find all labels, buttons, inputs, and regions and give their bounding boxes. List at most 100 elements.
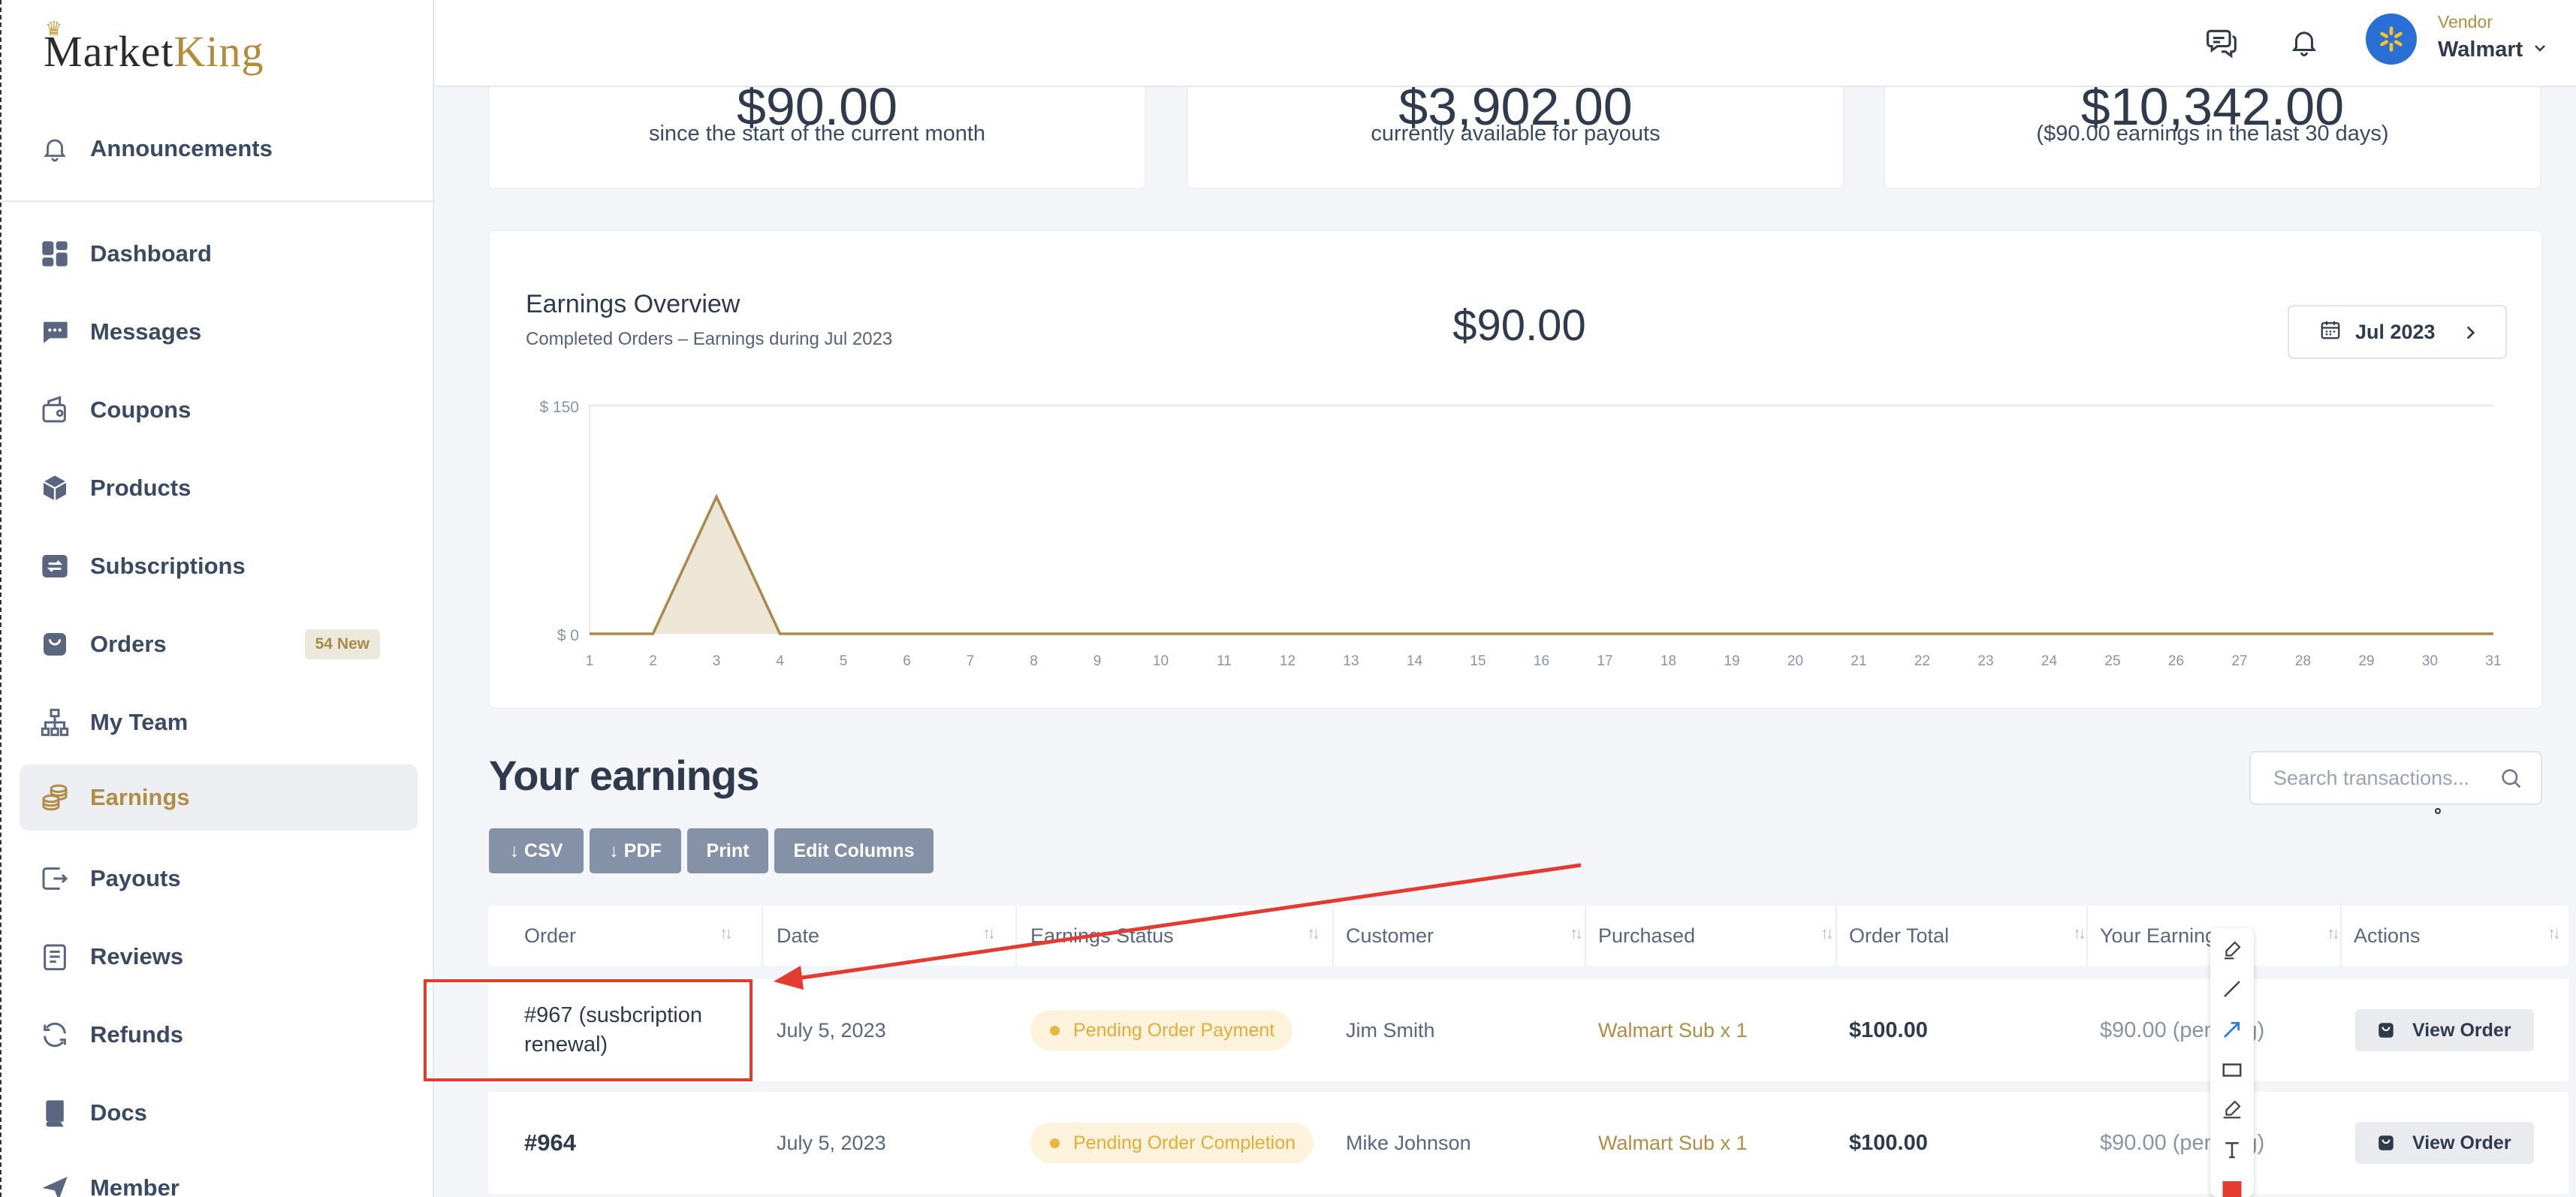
sidebar-item-docs[interactable]: Docs [20,1080,418,1146]
column-header-purchased[interactable]: Purchased ↑↓ [1598,924,1834,947]
chevron-right-icon[interactable] [2460,323,2480,348]
month-label: Jul 2023 [2355,320,2436,343]
sidebar-item-refunds[interactable]: Refunds [20,1002,418,1068]
sidebar-item-orders[interactable]: Orders 54 New [20,611,418,677]
stat-subtitle: currently available for payouts [1371,122,1661,146]
x-tick-label: 9 [1093,653,1102,669]
export-csv-button[interactable]: ↓ CSV [489,828,584,873]
orders-new-badge: 54 New [304,629,380,659]
sidebar: ♛ Market King Announcements Dashboard Mes… [0,0,436,1197]
x-tick-label: 4 [776,653,784,669]
search-icon[interactable] [2499,766,2524,795]
x-tick-label: 28 [2295,653,2311,669]
column-header-customer[interactable]: Customer ↑↓ [1346,924,1583,947]
x-tick-label: 19 [1724,653,1739,669]
vendor-avatar[interactable] [2366,14,2417,65]
x-tick-label: 25 [2104,653,2120,669]
y-tick-label: $ 0 [557,627,579,644]
sidebar-item-payouts[interactable]: Payouts [20,846,418,912]
grid-icon [39,238,71,270]
sidebar-item-member[interactable]: Member [20,1155,418,1197]
order-cell[interactable]: #964 [524,1129,576,1156]
view-order-button[interactable]: View Order [2355,1009,2534,1051]
vendor-name[interactable]: Walmart [2438,38,2523,62]
mouse-cursor [2435,808,2441,814]
sidebar-item-products[interactable]: Products [20,455,418,521]
status-cell: Pending Order Completion [1030,1092,1314,1194]
date-cell: July 5, 2023 [777,1018,886,1042]
repeat-icon [39,550,71,582]
sort-icon: ↑↓ [2547,924,2561,942]
sort-icon: ↑↓ [2327,924,2340,942]
annotation-toolbox [2210,928,2254,1197]
notifications-icon[interactable] [2283,21,2325,63]
bell-icon [39,133,71,164]
overview-subtitle: Completed Orders – Earnings during Jul 2… [526,329,893,349]
column-header-order-total[interactable]: Order Total ↑↓ [1849,924,2086,947]
sort-icon: ↑↓ [982,924,996,942]
column-header-order[interactable]: Order ↑↓ [524,924,733,947]
order-total-cell: $100.00 [1849,1018,1928,1042]
text-tool-icon[interactable] [2218,1135,2246,1164]
export-pdf-button[interactable]: ↓ PDF [590,828,681,873]
x-tick-label: 26 [2168,653,2184,669]
search-input[interactable] [2273,766,2499,790]
bag-icon [39,629,71,660]
x-tick-label: 27 [2231,653,2247,669]
your-earnings-title: Your earnings [489,752,759,799]
order-cell[interactable]: #967 (susbcription renewal) [524,1003,702,1057]
earnings-area-fill [590,496,2493,634]
x-tick-label: 5 [840,653,848,669]
x-tick-label: 21 [1851,653,1866,669]
sidebar-item-announcements[interactable]: Announcements [20,116,418,182]
column-header-earnings-status[interactable]: Earnings Status ↑↓ [1030,924,1320,947]
sidebar-item-dashboard[interactable]: Dashboard [20,221,418,287]
coupon-icon [39,394,71,426]
x-tick-label: 23 [1977,653,1993,669]
print-button[interactable]: Print [687,828,768,873]
sidebar-item-subscriptions[interactable]: Subscriptions [20,533,418,599]
highlighter-icon[interactable] [2218,936,2246,964]
x-tick-label: 8 [1030,653,1038,669]
purchased-cell[interactable]: Walmart Sub x 1 [1598,1018,1748,1042]
line-tool-icon[interactable] [2218,975,2246,1003]
stat-value: $90.00 [736,77,898,136]
table-row: #967 (susbcription renewal) July 5, 2023… [488,979,2568,1081]
payout-icon [39,863,71,894]
sidebar-item-reviews[interactable]: Reviews [20,924,418,990]
sort-icon: ↑↓ [719,924,733,942]
month-selector-button[interactable]: Jul 2023 [2288,305,2507,359]
view-order-button[interactable]: View Order [2355,1122,2534,1164]
status-cell: Pending Order Payment [1030,979,1293,1081]
rectangle-tool-icon[interactable] [2218,1056,2246,1084]
sidebar-item-coupons[interactable]: Coupons [20,377,418,443]
x-tick-label: 3 [713,653,721,669]
sidebar-item-messages[interactable]: Messages [20,299,418,365]
x-tick-label: 13 [1343,653,1359,669]
messages-icon[interactable] [2200,21,2243,63]
book-icon [39,1097,71,1129]
color-swatch-icon[interactable] [2218,1174,2246,1197]
x-tick-label: 12 [1280,653,1296,669]
arrow-tool-icon[interactable] [2218,1015,2246,1044]
marketking-logo[interactable]: ♛ Market King [44,18,264,76]
stat-value: $3,902.00 [1398,77,1633,136]
column-header-date[interactable]: Date ↑↓ [777,924,996,947]
x-tick-label: 16 [1534,653,1549,669]
x-tick-label: 18 [1661,653,1676,669]
sidebar-item-my-team[interactable]: My Team [20,689,418,755]
transaction-search [2249,751,2542,805]
x-tick-label: 30 [2422,653,2438,669]
x-tick-label: 6 [903,653,911,669]
box-icon [39,472,71,504]
edit-columns-button[interactable]: Edit Columns [774,828,934,873]
column-header-actions[interactable]: Actions ↑↓ [2354,924,2561,947]
x-tick-label: 1 [586,653,594,669]
pen-tool-icon[interactable] [2218,1095,2246,1123]
chevron-down-icon[interactable] [2531,39,2549,61]
purchased-cell[interactable]: Walmart Sub x 1 [1598,1131,1748,1154]
x-tick-label: 7 [967,653,975,669]
column-header-your-earnings[interactable]: Your Earnings ↑↓ [2100,924,2340,947]
sidebar-item-earnings[interactable]: Earnings [20,764,418,831]
stat-subtitle: since the start of the current month [648,122,986,146]
